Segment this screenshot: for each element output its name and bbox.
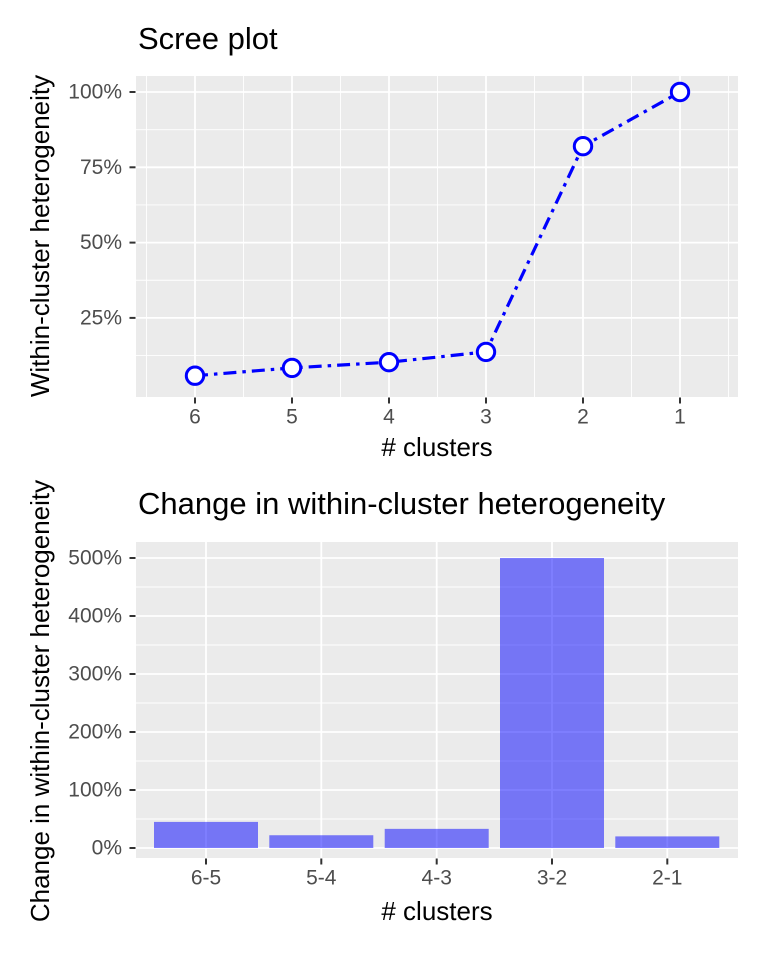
x-tick-label: 1 [674,406,686,429]
y-tick-label: 25% [80,306,122,329]
scree-data-point [572,136,594,157]
scree-data-point [184,365,206,386]
scree-x-axis-title: # clusters [381,432,493,462]
x-tick-label: 2-1 [652,867,682,890]
x-tick-label: 6-5 [191,867,221,890]
change-y-axis-title: Change in within-cluster heterogeneity [25,479,55,923]
scree-plot-title: Scree plot [138,21,278,56]
change-bar [154,821,258,848]
change-bar [269,835,374,848]
scree-data-point [281,357,303,379]
panel-background [136,76,738,397]
change-bar [500,558,604,848]
scree-data-point [475,341,497,363]
scree-data-point [669,81,691,103]
y-tick-label: 100% [68,81,122,104]
change-plot-title: Change in within-cluster heterogeneity [138,486,666,521]
x-tick-label: 4 [383,406,395,429]
y-tick-label: 50% [80,231,122,254]
x-tick-label: 6 [189,406,201,429]
change-x-axis-title: # clusters [381,896,493,926]
x-tick-label: 3 [480,406,492,429]
x-tick-label: 5 [286,406,298,429]
y-tick-label: 100% [68,779,122,802]
y-tick-label: 300% [68,663,122,686]
scree-chart: 6 5 4 3 2 1 25% 50% 75% 100% [68,76,738,429]
change-bar [615,836,720,848]
y-tick-label: 200% [68,721,122,744]
x-tick-label: 2 [577,406,589,429]
x-tick-label: 3-2 [537,867,567,890]
y-tick-label: 500% [68,547,122,570]
x-tick-label: 5-4 [306,867,337,890]
change-chart: 6-5 5-4 4-3 3-2 2-1 0% 100% 200% 300% 400% 500% [68,542,738,890]
y-tick-label: 75% [80,156,122,179]
y-tick-label: 400% [68,605,122,628]
change-bar [384,828,489,848]
scree-y-axis-title: Within-cluster heterogeneity [25,74,55,398]
scree-data-point [378,351,400,373]
x-tick-label: 4-3 [422,867,452,890]
y-tick-label: 0% [92,837,122,860]
